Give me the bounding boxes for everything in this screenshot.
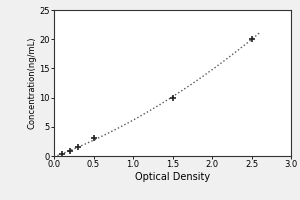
Y-axis label: Concentration(ng/mL): Concentration(ng/mL) bbox=[28, 37, 37, 129]
X-axis label: Optical Density: Optical Density bbox=[135, 172, 210, 182]
